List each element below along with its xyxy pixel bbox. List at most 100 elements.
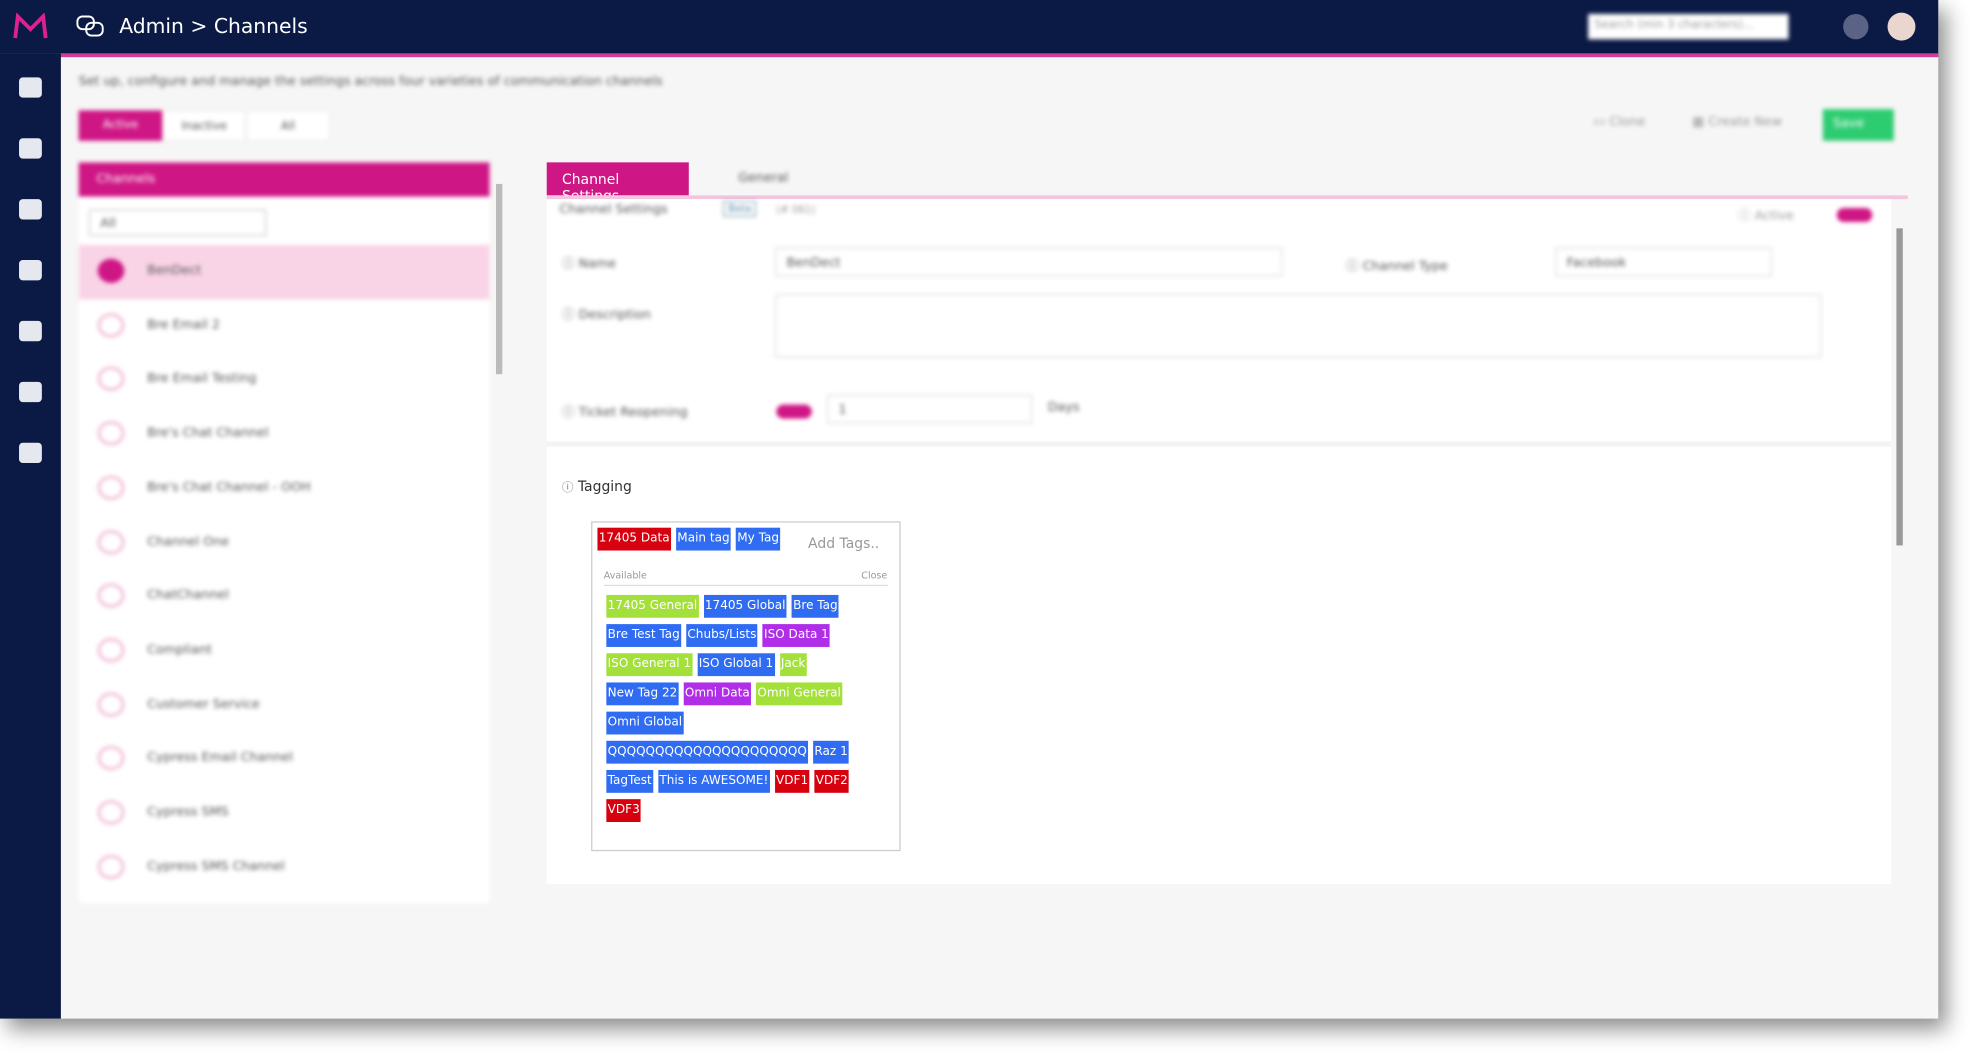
filter-tab[interactable]: All: [246, 110, 330, 141]
save-button[interactable]: Save: [1822, 109, 1894, 141]
channel-row[interactable]: Customer Service: [79, 678, 490, 733]
channel-name: Bre's Chat Channel: [147, 426, 269, 441]
tag[interactable]: Omni Data: [683, 682, 752, 706]
channel-name: ChatChannel: [147, 588, 229, 603]
description-label: ⓘ Description: [561, 308, 651, 323]
channel-icon: [97, 746, 125, 771]
tag[interactable]: Bre Tag: [791, 594, 839, 618]
channel-row[interactable]: Cypress SMS: [79, 786, 490, 841]
page-description: Set up, configure and manage the setting…: [78, 74, 663, 89]
tag[interactable]: VDF3: [606, 799, 642, 822]
nav-icon[interactable]: [19, 381, 42, 403]
tag[interactable]: Omni General: [756, 682, 843, 706]
tag[interactable]: 17405 Data: [597, 527, 671, 551]
channel-icon: [97, 367, 125, 392]
channel-name: Bre Email Testing: [147, 372, 257, 387]
tag[interactable]: My Tag: [736, 527, 781, 551]
channel-filter[interactable]: All: [88, 209, 267, 236]
channel-icon: [97, 692, 125, 717]
channel-row[interactable]: Channel One: [79, 516, 490, 571]
channel-name: Channel One: [147, 534, 230, 549]
tagging-label: ⓘ Tagging: [561, 478, 632, 495]
channel-row[interactable]: Bre Email Testing: [79, 353, 490, 408]
description-input[interactable]: [775, 294, 1822, 358]
channel-row[interactable]: Bre's Chat Channel - OOH: [79, 461, 490, 516]
filter-tab[interactable]: Active: [78, 110, 163, 141]
create-new-label[interactable]: Create New: [1708, 115, 1783, 130]
channel-row[interactable]: Bre Email 2: [79, 299, 490, 354]
channel-row[interactable]: ChatChannel: [79, 570, 490, 625]
divider: [546, 441, 1892, 447]
search-box[interactable]: Search (min 3 characters)...: [1588, 13, 1789, 40]
nav-icon[interactable]: [19, 77, 42, 98]
add-tags-input[interactable]: Add Tags..: [808, 535, 880, 552]
channel-icon: [97, 637, 125, 663]
tag[interactable]: VDF1: [774, 769, 810, 793]
available-label: Available: [603, 569, 647, 581]
tag[interactable]: 17405 Global: [703, 594, 787, 618]
tag[interactable]: Raz 1: [813, 740, 850, 764]
label: Tagging: [577, 478, 632, 495]
channel-panel-title: Channels: [78, 162, 490, 197]
tag[interactable]: Chubs/Lists: [686, 624, 758, 647]
nav-icon[interactable]: [19, 138, 42, 159]
help-icon[interactable]: [1843, 13, 1869, 40]
page-title: Admin > Channels: [119, 13, 308, 39]
days-label: Days: [1047, 400, 1080, 415]
tab-active[interactable]: Channel Settings: [546, 162, 689, 204]
chat-icon: [76, 15, 104, 37]
channel-row[interactable]: Bre's Chat Channel: [79, 407, 490, 462]
tag[interactable]: ISO General 1: [606, 653, 693, 677]
channel-icon: [97, 800, 125, 825]
channel-row[interactable]: Compliant: [79, 624, 490, 679]
tag[interactable]: ISO Global 1: [697, 653, 775, 677]
channel-row[interactable]: Cypress Email Channel: [79, 732, 490, 787]
tag[interactable]: TagTest: [606, 769, 654, 793]
beta-badge: Beta: [723, 200, 757, 217]
label: Active: [1754, 209, 1794, 224]
tag[interactable]: This is AWESOME!: [658, 769, 770, 793]
tag[interactable]: Omni Global: [606, 711, 684, 735]
label: Name: [578, 257, 617, 272]
name-input[interactable]: BenDect: [775, 247, 1283, 277]
nav-icon[interactable]: [19, 260, 42, 281]
tag[interactable]: New Tag 22: [606, 682, 679, 706]
channel-row[interactable]: Cypress SMS Channel: [79, 841, 490, 896]
tag[interactable]: ISO Data 1: [762, 624, 831, 647]
channel-name: Cypress Email Channel: [147, 751, 293, 766]
label: Description: [578, 308, 651, 323]
label: Channel Type: [1362, 260, 1448, 274]
create-new-button[interactable]: ▦ Create New: [1692, 115, 1783, 130]
scrollbar: [1896, 228, 1903, 546]
channel-icon: [97, 421, 125, 446]
tag[interactable]: 17405 General: [606, 594, 699, 618]
avatar[interactable]: [1887, 12, 1916, 41]
channel-type-select[interactable]: Facebook: [1555, 247, 1773, 277]
clone-button[interactable]: ▭ Clone: [1593, 115, 1646, 130]
reopening-days-input[interactable]: 1: [827, 394, 1033, 424]
channel-row[interactable]: BenDect: [78, 244, 490, 300]
channel-name: Cypress SMS: [147, 805, 229, 820]
active-toggle[interactable]: [1836, 208, 1873, 222]
close-link[interactable]: Close: [861, 569, 888, 581]
name-label: ⓘ Name: [561, 257, 617, 272]
nav-icon[interactable]: [19, 320, 42, 342]
filter-tab[interactable]: Inactive: [162, 110, 247, 141]
tag[interactable]: Main tag: [676, 527, 731, 551]
tag[interactable]: Jack: [779, 653, 807, 677]
nav-icon[interactable]: [19, 199, 42, 220]
channel-icon: [97, 529, 125, 554]
reopening-toggle[interactable]: [776, 404, 812, 419]
tag[interactable]: VDF2: [814, 769, 850, 793]
clone-label[interactable]: Clone: [1609, 115, 1646, 130]
tag[interactable]: Bre Test Tag: [606, 624, 682, 647]
tag[interactable]: QQQQQQQQQQQQQQQQQQQQQ: [606, 740, 809, 764]
channel-type-label: ⓘ Channel Type: [1345, 260, 1448, 274]
channel-name: BenDect: [147, 263, 202, 278]
label: Ticket Reopening: [578, 405, 688, 420]
tab[interactable]: General: [738, 171, 789, 186]
nav-icon[interactable]: [19, 442, 42, 464]
channel-name: Bre's Chat Channel - OOH: [147, 480, 311, 495]
channel-icon: [97, 854, 125, 879]
